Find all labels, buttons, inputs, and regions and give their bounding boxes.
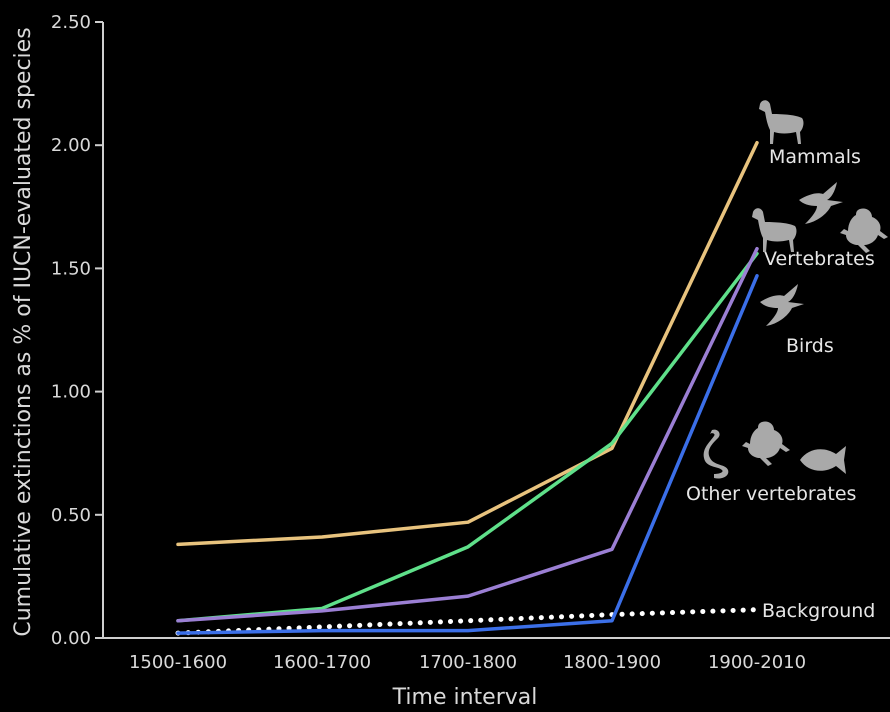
y-axis-title: Cumulative extinctions as % of IUCN-eval…: [11, 27, 36, 636]
y-tick-label: 1.50: [51, 258, 91, 279]
frog-icon: [840, 208, 888, 253]
x-tick-label: 1700-1800: [419, 652, 517, 673]
series-line-birds: [176, 246, 759, 623]
series-label-mammals: Mammals: [769, 146, 861, 168]
y-tick-label: 1.00: [51, 382, 91, 403]
series-line-other-vertebrates: [176, 274, 759, 635]
series-label-birds: Birds: [786, 335, 834, 357]
series-line-vertebrates: [176, 251, 759, 623]
x-axis-title: Time interval: [392, 685, 538, 710]
frog-icon: [742, 421, 790, 466]
y-tick-label: 0.50: [51, 505, 91, 526]
series-label-vertebrates: Vertebrates: [764, 248, 875, 270]
x-tick-label: 1900-2010: [708, 652, 806, 673]
series-line-background: [175, 607, 760, 636]
deer-icon: [747, 191, 797, 252]
series-layer: [175, 140, 760, 636]
y-tick-label: 2.50: [51, 12, 91, 33]
deer-icon: [754, 83, 804, 144]
x-tick-label: 1600-1700: [273, 652, 371, 673]
series-label-other-vertebrates: Other vertebrates: [686, 483, 856, 505]
fish-icon: [800, 446, 846, 474]
series-line-mammals: [176, 140, 759, 547]
bird-icon: [760, 284, 804, 326]
x-ticks: 1500-1600 1600-1700 1700-1800 1800-1900 1900…: [129, 652, 806, 673]
x-tick-label: 1500-1600: [129, 652, 227, 673]
snake-icon: [703, 429, 729, 479]
y-ticks: 0.00 0.50 1.00 1.50 2.00 2.50: [51, 12, 103, 649]
y-tick-label: 2.00: [51, 135, 91, 156]
series-label-background: Background: [762, 600, 875, 622]
axes: [102, 22, 890, 639]
x-tick-label: 1800-1900: [563, 652, 661, 673]
bird-icon: [799, 182, 843, 224]
y-tick-label: 0.00: [51, 628, 91, 649]
